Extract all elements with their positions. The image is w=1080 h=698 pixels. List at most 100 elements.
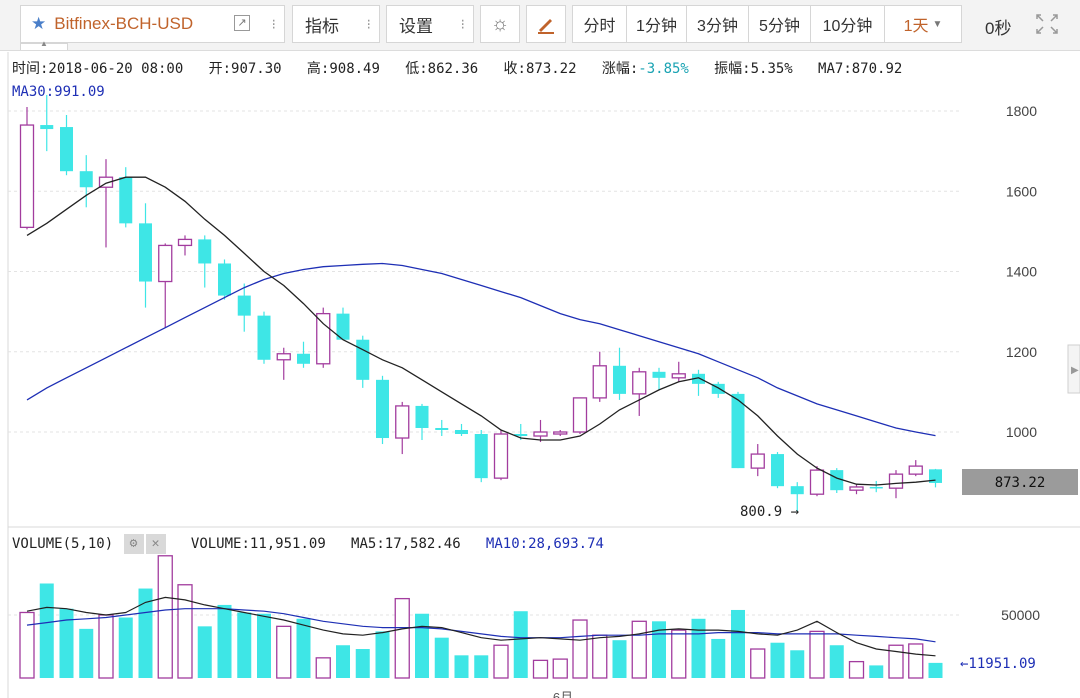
candle-body (692, 373, 705, 384)
candle-body (771, 454, 784, 487)
last-price-box (962, 469, 1078, 495)
volume-bar (513, 611, 528, 678)
volume-bar (257, 613, 271, 678)
interval-10min[interactable]: 10分钟 (811, 6, 885, 42)
interval-1min[interactable]: 1分钟 (627, 6, 687, 42)
volume-bar (375, 631, 390, 678)
volume-bar (631, 620, 647, 679)
chevron-right-icon: ▶ (1071, 365, 1079, 376)
candle-body (316, 312, 331, 365)
interval-label: 10分钟 (822, 18, 873, 35)
candle-body (218, 263, 231, 296)
candle-body (553, 431, 568, 435)
candle-body (435, 427, 449, 430)
collapse-tab[interactable]: ▲ (20, 39, 68, 50)
last-price-label: 873.22 (995, 475, 1046, 491)
chevron-down-icon: ▼ (932, 18, 943, 30)
interval-1day-dropdown[interactable]: 1天 ▼ (885, 6, 961, 42)
volume-bar (869, 665, 884, 678)
open-value: 开:907.30 (208, 61, 282, 77)
candle-body (158, 244, 173, 283)
candle-body (356, 339, 370, 380)
volume-bar (652, 621, 666, 678)
candle-body (40, 125, 54, 130)
volume-bar (197, 626, 212, 678)
volume-ma5: MA5:17,582.46 (351, 536, 461, 552)
volume-bar (39, 583, 54, 678)
candle-body (237, 295, 251, 316)
candle-body (79, 171, 93, 188)
ma7-line (26, 176, 936, 486)
candle-body (198, 239, 212, 264)
volume-bar (928, 662, 943, 678)
interval-label: 1天 (903, 18, 929, 35)
popout-icon[interactable]: ↗ (234, 15, 250, 31)
fullscreen-icon (1036, 14, 1058, 34)
volume-bar (157, 555, 173, 679)
pencil-icon (538, 19, 554, 34)
candle-body (514, 434, 528, 437)
candle-body (888, 473, 904, 489)
ohlc-info-bar: 时间:2018-06-20 08:00 开:907.30 高:908.49 低:… (12, 58, 902, 78)
price-tick-label: 1000 (1006, 424, 1037, 440)
candle-body (750, 453, 765, 469)
volume-bar (829, 645, 844, 678)
interval-label: 分时 (583, 18, 616, 35)
interval-label: 5分钟 (759, 18, 800, 35)
price-tick-label: 1200 (1006, 344, 1037, 360)
draw-tool-button[interactable] (526, 5, 566, 43)
candle-body (632, 371, 647, 395)
symbol-selector[interactable]: ★ Bitfinex-BCH-USD ↗ ⁝ (20, 5, 285, 43)
volume-bar (474, 655, 489, 678)
fullscreen-button[interactable] (1030, 8, 1064, 40)
candle-body (929, 469, 942, 483)
candle-body (869, 486, 883, 489)
interval-label: 1分钟 (636, 18, 677, 35)
volume-ma5-line (26, 596, 936, 657)
grid-lines (8, 110, 962, 616)
interval-fenshi[interactable]: 分时 (573, 6, 627, 42)
volume-bar (671, 629, 687, 679)
candle-body (119, 177, 133, 224)
gear-icon[interactable]: ⚙ (123, 534, 144, 554)
candle-body (908, 465, 923, 475)
volume-bar (296, 618, 311, 678)
volume-bar (355, 649, 370, 678)
volume-bar (691, 618, 706, 678)
volume-bar (336, 645, 350, 678)
volume-bar (177, 584, 193, 679)
settings-button[interactable]: 设置 ⁝ (386, 5, 474, 43)
volume-bar (138, 588, 153, 678)
interval-group: 分时 1分钟 3分钟 5分钟 10分钟 1天 ▼ (572, 5, 962, 43)
candle-body (809, 469, 825, 495)
volume-bars (19, 555, 943, 679)
more-dots-icon[interactable]: ⁝ (271, 15, 276, 32)
axis-labels: 1000 1200 1400 1600 1800 50000 (1001, 103, 1040, 623)
candle-body (98, 176, 114, 188)
more-dots-icon[interactable]: ⁝ (460, 15, 465, 32)
candle-body (177, 238, 193, 247)
volume-bar (415, 613, 429, 678)
ma30-line (26, 262, 936, 437)
candle-body (572, 397, 588, 433)
volume-bar (493, 644, 509, 679)
volume-bar (552, 658, 568, 679)
theme-toggle-button[interactable]: ☼ (480, 5, 520, 43)
volume-bar (888, 644, 904, 679)
sun-icon: ☼ (490, 12, 510, 35)
star-icon[interactable]: ★ (31, 14, 47, 33)
close-icon[interactable]: ✕ (145, 534, 166, 554)
volume-ma10: MA10:28,693.74 (485, 536, 604, 552)
indicator-button[interactable]: 指标 ⁝ (292, 5, 380, 43)
volume-bar (217, 604, 232, 678)
indicator-label: 指标 (305, 16, 339, 36)
candle-body (671, 373, 686, 379)
scroll-handle[interactable]: ▶ (1067, 344, 1080, 394)
interval-5min[interactable]: 5分钟 (749, 6, 811, 42)
change-label: 涨幅: (601, 61, 639, 77)
more-dots-icon[interactable]: ⁝ (366, 15, 371, 32)
candle-body (376, 379, 389, 439)
interval-3min[interactable]: 3分钟 (687, 6, 749, 42)
interval-label: 3分钟 (697, 18, 738, 35)
